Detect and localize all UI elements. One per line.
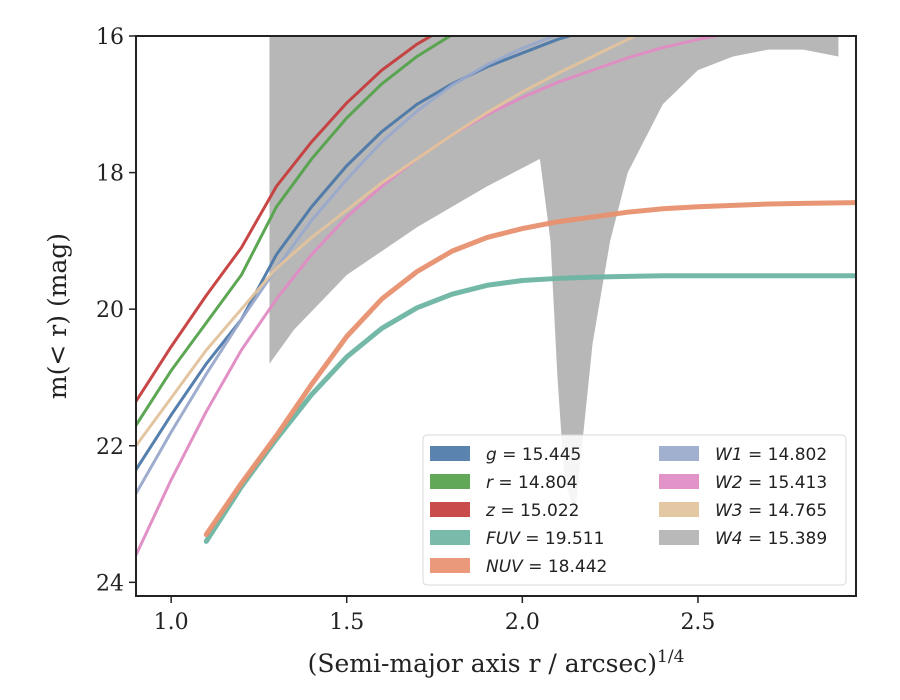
- legend-swatch-w4: [659, 530, 699, 545]
- x-axis: 1.0 1.5 2.0 2.5: [154, 596, 715, 635]
- x-tick-label: 1.5: [329, 610, 364, 635]
- legend-label-w3: W3 = 14.765: [715, 501, 827, 521]
- y-tick-label: 24: [96, 571, 124, 596]
- plot-frame: [135, 35, 857, 597]
- legend-box: [422, 434, 847, 586]
- legend-swatch-r: [430, 474, 470, 489]
- legend-swatch-w1: [659, 446, 699, 461]
- series-line-w3: [136, 36, 639, 448]
- legend-swatch-fuv: [430, 530, 470, 545]
- x-tick-label: 2.0: [505, 610, 540, 635]
- series-line-r: [136, 36, 453, 427]
- legend-label-nuv: NUV = 18.442: [486, 557, 607, 577]
- series-line-w1: [136, 36, 559, 496]
- x-tick-label: 1.0: [154, 610, 189, 635]
- series-layer: [136, 36, 856, 557]
- legend-label-fuv: FUV = 19.511: [486, 529, 604, 549]
- y-axis-label: m(< r) (mag): [43, 233, 72, 399]
- y-axis: 16 18 20 22 24: [96, 25, 136, 596]
- legend-swatch-g: [430, 446, 470, 461]
- series-band-w4: [269, 36, 839, 515]
- legend-swatch-w2: [659, 474, 699, 489]
- legend-label-g: g = 15.445: [486, 445, 581, 465]
- legend-swatch-nuv: [430, 558, 470, 573]
- legend-swatch-z: [430, 502, 470, 517]
- y-tick-label: 18: [96, 162, 124, 187]
- x-tick-label: 2.5: [680, 610, 715, 635]
- y-tick-label: 22: [96, 435, 124, 460]
- series-line-w2: [136, 36, 724, 557]
- legend-label-w2: W2 = 15.413: [715, 473, 827, 493]
- legend-label-r: r = 14.804: [486, 473, 578, 493]
- legend-label-w1: W1 = 14.802: [715, 445, 827, 465]
- legend: g = 15.445 r = 14.804 z = 15.022 FUV = 19.5…: [422, 434, 847, 586]
- y-tick-label: 16: [96, 25, 124, 50]
- series-line-z: [136, 36, 435, 403]
- series-line-nuv: [203, 200, 856, 538]
- legend-label-z: z = 15.022: [485, 501, 579, 521]
- legend-swatch-w3: [659, 502, 699, 517]
- y-tick-label: 20: [96, 298, 124, 323]
- series-line-fuv: [203, 273, 856, 544]
- legend-label-w4: W4 = 15.389: [715, 529, 827, 549]
- x-axis-label: (Semi-major axis r / arcsec)1/4: [308, 647, 685, 678]
